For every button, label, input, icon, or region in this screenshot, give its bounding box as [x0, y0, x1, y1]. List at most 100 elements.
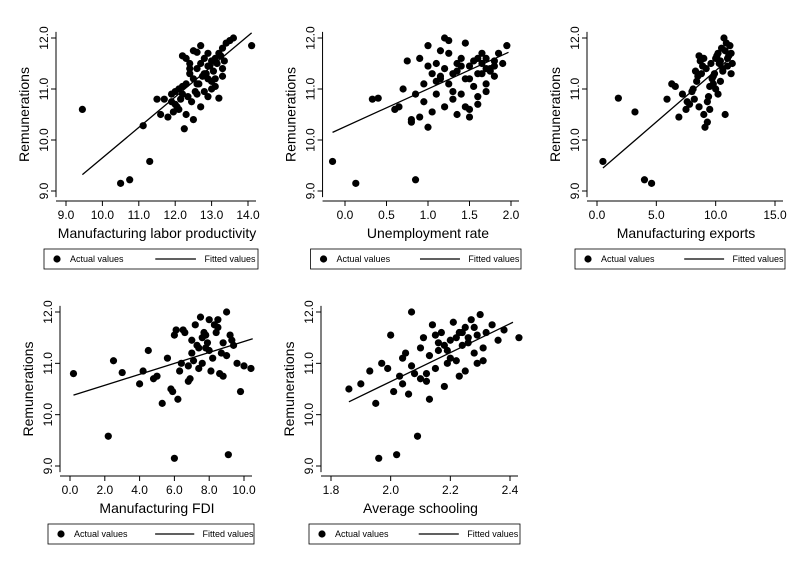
- data-point: [413, 432, 422, 440]
- y-tick-label: 12.0: [302, 300, 316, 324]
- data-point: [416, 344, 425, 352]
- data-point: [458, 328, 466, 337]
- data-point: [224, 451, 232, 459]
- data-point: [399, 85, 407, 93]
- data-point: [247, 364, 255, 373]
- data-point: [721, 110, 729, 119]
- data-point: [449, 318, 457, 326]
- data-point: [203, 339, 212, 347]
- data-point: [640, 176, 649, 184]
- data-point: [474, 54, 482, 63]
- legend-label-fitted: Fitted values: [733, 254, 785, 264]
- legend-marker: [584, 255, 592, 263]
- y-axis-title: Remunerations: [283, 67, 299, 162]
- data-point: [170, 454, 178, 462]
- data-point: [422, 377, 431, 385]
- legend-label-actual: Actual values: [337, 254, 391, 264]
- data-point: [678, 90, 687, 98]
- y-tick-label: 12.0: [304, 26, 318, 50]
- data-point: [691, 67, 700, 75]
- data-point: [104, 432, 112, 440]
- data-point: [219, 339, 227, 347]
- data-point: [188, 349, 196, 357]
- data-point: [153, 95, 161, 103]
- data-point: [167, 98, 176, 106]
- y-tick-label: 9.0: [41, 457, 55, 474]
- data-point: [240, 362, 248, 370]
- data-point: [671, 82, 679, 91]
- data-point: [428, 70, 436, 78]
- legend-label-actual: Actual values: [74, 529, 128, 539]
- data-point: [709, 72, 717, 80]
- x-tick-label: 11.0: [128, 208, 151, 222]
- data-point: [416, 54, 424, 63]
- legend-marker: [57, 530, 65, 538]
- data-point: [384, 364, 392, 373]
- data-point: [701, 123, 709, 131]
- data-point: [436, 47, 445, 55]
- x-tick-label: 10.0: [232, 483, 256, 497]
- data-point: [198, 359, 206, 367]
- data-point: [432, 59, 440, 68]
- legend: Actual values Fitted values: [308, 523, 521, 545]
- legend-label-actual: Actual values: [335, 529, 389, 539]
- data-point: [401, 349, 410, 357]
- data-point: [461, 39, 469, 47]
- data-point: [184, 362, 192, 370]
- data-point: [425, 395, 434, 403]
- x-tick-label: 10.0: [91, 208, 115, 222]
- x-tick-label: 2.0: [382, 483, 399, 497]
- data-point: [136, 380, 144, 388]
- data-point: [449, 95, 457, 103]
- data-point: [706, 82, 714, 91]
- data-point: [675, 113, 683, 121]
- data-point: [164, 113, 172, 121]
- data-point: [218, 72, 227, 80]
- data-point: [455, 372, 463, 380]
- x-tick-label: 2.4: [502, 483, 519, 497]
- data-point: [407, 118, 415, 126]
- data-point: [719, 67, 727, 75]
- data-point: [474, 93, 482, 101]
- data-point: [457, 90, 465, 98]
- data-point: [399, 380, 407, 388]
- data-point: [180, 125, 188, 133]
- data-point: [416, 113, 424, 121]
- data-point: [445, 49, 453, 57]
- data-point: [419, 334, 428, 342]
- data-point: [179, 326, 187, 334]
- y-tick-label: 10.0: [568, 128, 582, 152]
- x-tick-label: 8.0: [201, 483, 218, 497]
- y-tick-label: 10.0: [41, 403, 55, 427]
- data-point: [424, 123, 432, 131]
- data-point: [205, 316, 213, 324]
- data-point: [200, 87, 208, 96]
- data-point: [139, 122, 147, 130]
- data-point: [707, 59, 715, 68]
- data-point: [478, 70, 486, 78]
- data-point: [695, 52, 703, 60]
- data-point: [445, 80, 453, 88]
- data-point: [109, 357, 118, 365]
- data-point: [706, 105, 714, 113]
- data-point: [407, 362, 416, 370]
- data-point: [174, 395, 182, 403]
- data-point: [440, 382, 448, 391]
- data-point: [210, 321, 219, 329]
- x-axis-title: Manufacturing FDI: [99, 500, 214, 516]
- legend-box: [308, 523, 521, 545]
- data-point: [470, 323, 478, 331]
- data-point: [186, 70, 194, 78]
- data-point: [191, 321, 199, 329]
- legend-label-fitted: Fitted values: [205, 254, 257, 264]
- data-point: [416, 375, 425, 383]
- data-point: [220, 57, 228, 65]
- data-point: [228, 336, 236, 344]
- data-point: [171, 87, 179, 96]
- legend: Actual values Fitted values: [574, 248, 786, 270]
- x-tick-label: 1.5: [461, 208, 478, 222]
- data-point: [470, 82, 478, 91]
- data-point: [78, 105, 86, 113]
- data-point: [695, 103, 703, 111]
- data-point: [682, 105, 690, 113]
